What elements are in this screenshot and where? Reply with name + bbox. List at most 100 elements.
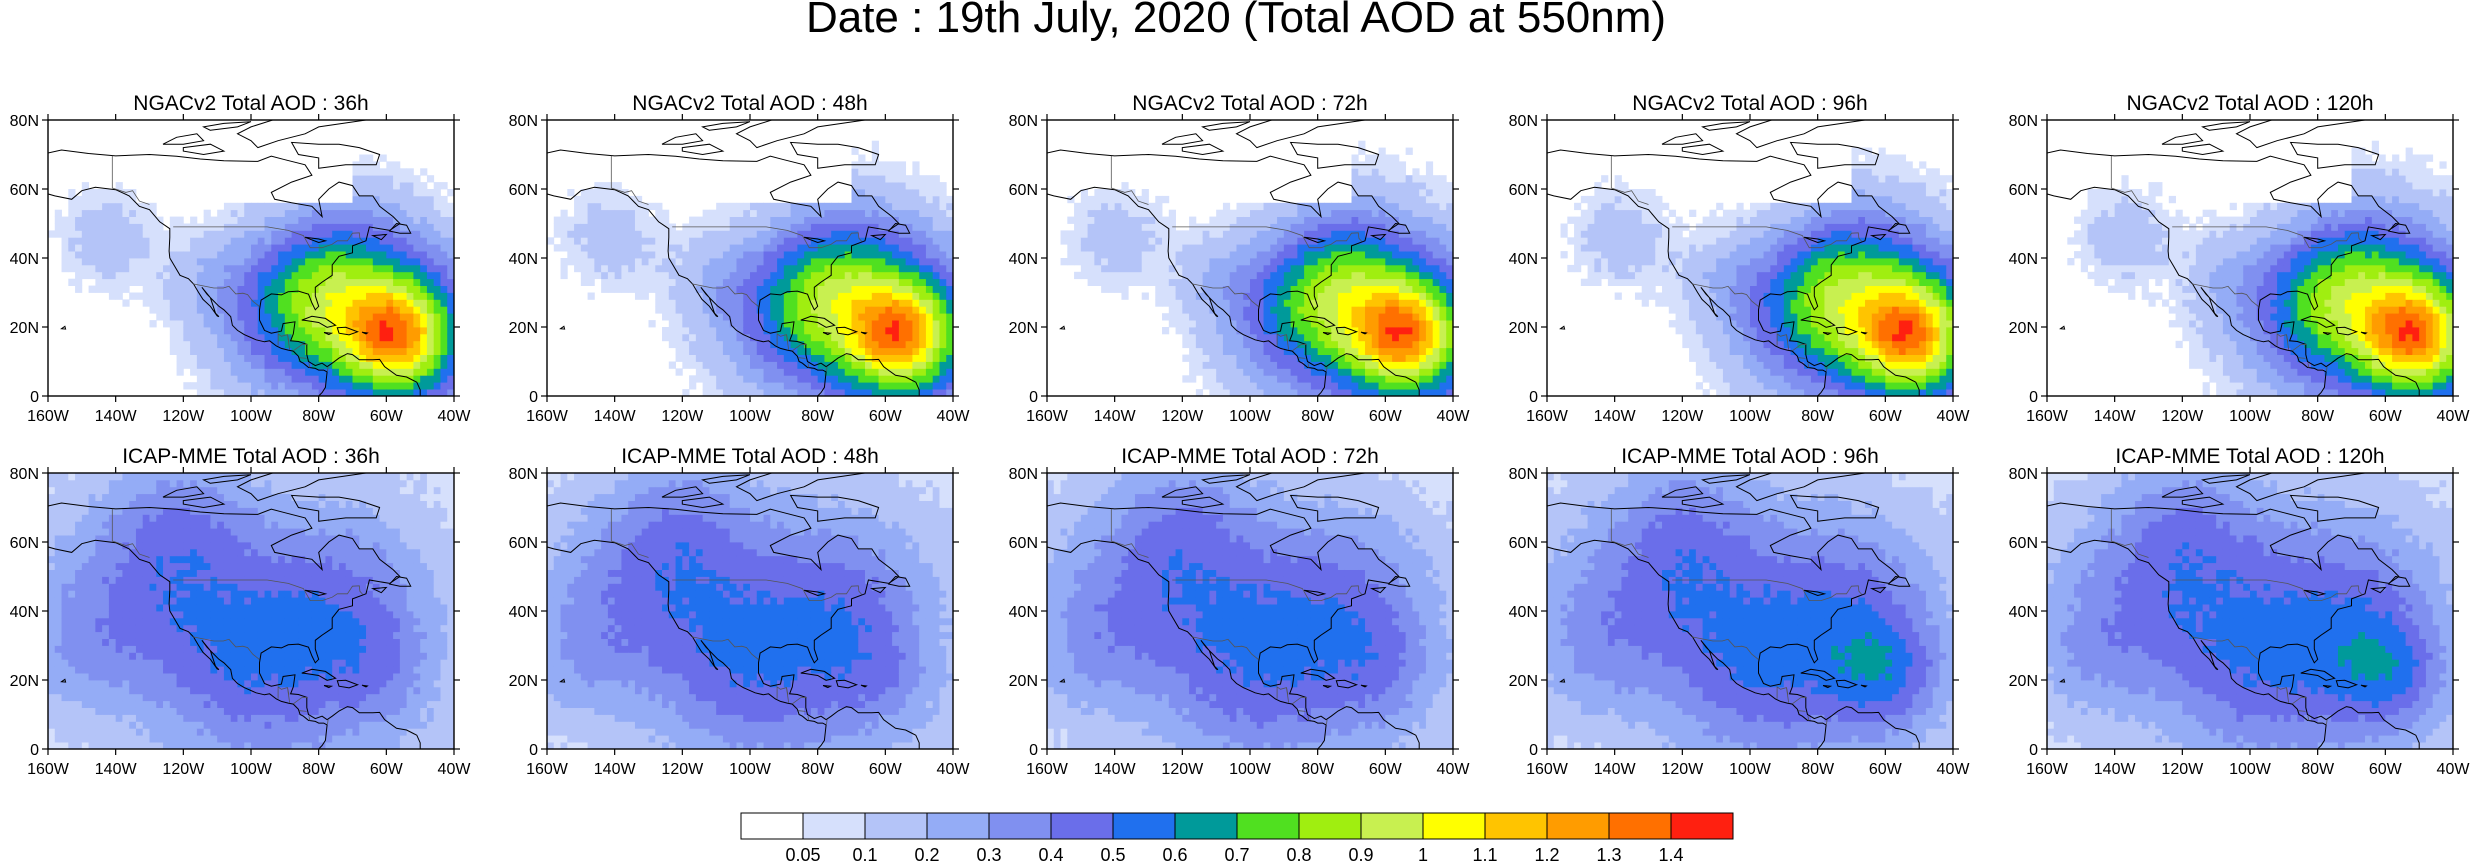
aod-cell [695,237,704,245]
aod-cell [298,237,306,245]
aod-cell [1601,216,1609,224]
aod-cell [1412,347,1420,355]
aod-cell [203,313,211,321]
aod-cell [1385,251,1393,259]
aod-cell [311,333,320,342]
aod-cell [386,237,394,245]
aod-cell [1270,251,1278,259]
aod-cell [1202,306,1210,314]
aod-cell [399,168,408,176]
aod-cell [183,237,191,245]
aod-cell [1344,389,1352,396]
aod-cell [1358,382,1366,390]
aod-cell [946,237,953,245]
aod-cell [756,251,764,259]
aod-cell [1675,306,1683,314]
aod-cell [359,354,367,362]
aod-cell [1641,299,1649,307]
aod-cell [1358,147,1366,155]
aod-cell [1358,223,1366,231]
aod-cell [628,223,636,231]
aod-cell [1162,271,1170,280]
aod-cell [885,223,893,231]
aod-cell [244,382,252,390]
aod-cell [844,382,852,390]
aod-cell [264,209,272,217]
aod-cell [621,202,629,211]
aod-cell [379,154,387,162]
aod-cell [1283,251,1291,259]
aod-cell [722,271,731,280]
aod-cell [183,244,191,252]
aod-cell [1378,340,1386,349]
aod-cell [932,258,940,266]
aod-cell [1080,264,1088,273]
aod-cell [433,223,441,231]
aod-cell [797,361,805,369]
aod-cell [1162,285,1170,293]
aod-cell [298,327,306,335]
aod-cell [1378,292,1386,300]
aod-cell [750,382,758,390]
aod-cell [939,361,947,369]
aod-cell [1277,230,1285,238]
aod-cell [1695,251,1704,259]
aod-cell [1398,285,1407,293]
aod-cell [851,209,859,217]
aod-cell [372,223,380,231]
aod-cell [413,175,421,183]
aod-cell [433,264,441,273]
aod-cell [722,202,731,211]
aod-cell [393,244,401,252]
aod-cell [898,230,907,238]
aod-cell [1277,285,1285,293]
aod-cell [1107,237,1116,245]
aod-cell [1750,368,1758,376]
aod-cell [1304,202,1312,211]
aod-cell [912,368,920,376]
aod-cell [750,361,758,369]
aod-cell [1101,216,1109,224]
aod-cell [271,258,279,266]
aod-cell [68,278,76,286]
aod-cell [102,251,110,259]
aod-cell [1743,264,1751,273]
aod-cell [1270,292,1278,300]
aod-cell [379,195,387,204]
aod-cell [1195,320,1204,328]
aod-cell [426,244,435,252]
aod-cell [1439,216,1447,224]
aod-cell [682,340,690,349]
aod-cell [88,244,96,252]
aod-cell [298,202,306,211]
aod-cell [122,244,130,252]
aod-cell [237,333,245,342]
aod-cell [939,327,947,335]
aod-cell [1371,258,1379,266]
aod-cell [393,230,401,238]
aod-cell [420,195,428,204]
aod-cell [729,264,737,273]
aod-cell [1425,278,1434,286]
aod-cell [777,354,785,362]
aod-cell [338,223,347,231]
aod-cell [1574,258,1582,266]
aod-cell [1263,264,1271,273]
aod-cell [210,216,218,224]
aod-cell [729,327,737,335]
aod-cell [163,251,171,259]
aod-cell [190,313,198,321]
aod-cell [932,244,940,252]
aod-cell [1736,244,1744,252]
aod-cell [1107,195,1116,204]
aod-cell [763,313,771,321]
aod-cell [865,195,873,204]
aod-cell [878,333,886,342]
aod-cell [1344,264,1352,273]
aod-cell [1392,230,1400,238]
aod-cell [1770,258,1778,266]
aod-cell [885,292,893,300]
aod-cell [1412,278,1420,286]
aod-cell [777,251,785,259]
